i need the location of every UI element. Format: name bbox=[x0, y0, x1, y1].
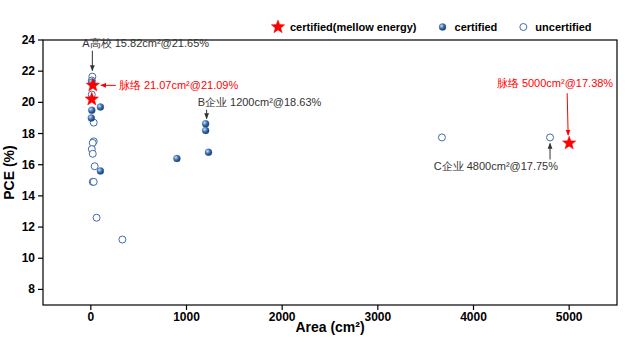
x-tick-label: 5000 bbox=[556, 310, 583, 324]
x-tick-label: 2000 bbox=[269, 310, 296, 324]
point bbox=[86, 78, 99, 91]
point bbox=[89, 150, 96, 157]
point bbox=[97, 167, 104, 174]
x-tick-label: 3000 bbox=[364, 310, 391, 324]
point bbox=[205, 149, 212, 156]
annotation-arrow bbox=[550, 143, 551, 159]
y-axis-label: PCE (%) bbox=[1, 145, 17, 199]
legend-marker bbox=[271, 20, 284, 33]
y-tick-label: 10 bbox=[22, 251, 36, 265]
point bbox=[97, 104, 104, 111]
point bbox=[438, 134, 445, 141]
annotation: 脉络 21.07cm²@21.09% bbox=[119, 79, 239, 91]
annotation: C企业 4800cm²@17.75% bbox=[434, 160, 558, 172]
point bbox=[563, 136, 576, 149]
point bbox=[547, 134, 554, 141]
point bbox=[119, 236, 126, 243]
y-tick-label: 16 bbox=[22, 158, 36, 172]
y-tick-label: 18 bbox=[22, 127, 36, 141]
point bbox=[89, 178, 96, 185]
y-tick bbox=[38, 289, 43, 290]
legend-label: uncertified bbox=[535, 21, 591, 33]
y-tick bbox=[38, 258, 43, 259]
y-tick bbox=[38, 226, 43, 227]
annotation-arrow bbox=[567, 93, 568, 135]
x-axis-label: Area (cm²) bbox=[295, 319, 364, 335]
point bbox=[88, 114, 95, 121]
x-tick-label: 1000 bbox=[173, 310, 200, 324]
annotation: B企业 1200cm²@18.63% bbox=[198, 96, 322, 108]
y-tick bbox=[38, 39, 43, 40]
y-tick bbox=[38, 71, 43, 72]
y-tick bbox=[38, 164, 43, 165]
point bbox=[202, 127, 209, 134]
chart: 0 1000 2000 3000 4000 5000 8 10 12 14 16 18 20 22 24 Ar… bbox=[0, 0, 640, 360]
legend-label: certified bbox=[455, 21, 498, 33]
point bbox=[90, 178, 97, 185]
point bbox=[202, 120, 209, 127]
annotation-arrow bbox=[206, 110, 207, 119]
y-tick bbox=[38, 133, 43, 134]
y-tick-label: 20 bbox=[22, 95, 36, 109]
x-tick-label: 0 bbox=[87, 310, 94, 324]
legend-marker bbox=[439, 24, 446, 31]
y-tick-label: 24 bbox=[22, 33, 36, 47]
y-tick-label: 22 bbox=[22, 64, 36, 78]
annotation-arrow bbox=[101, 85, 116, 86]
y-tick-label: 8 bbox=[28, 282, 35, 296]
y-tick bbox=[38, 195, 43, 196]
points bbox=[85, 73, 576, 243]
point bbox=[88, 107, 95, 114]
annotation-arrow bbox=[92, 51, 93, 71]
x-tick-label: 4000 bbox=[460, 310, 487, 324]
y-tick-label: 14 bbox=[22, 189, 36, 203]
point bbox=[91, 163, 98, 170]
point bbox=[173, 155, 180, 162]
point bbox=[85, 92, 98, 105]
annotation: A高校 15.82cm²@21.65% bbox=[82, 37, 209, 49]
y-tick bbox=[38, 102, 43, 103]
legend-marker bbox=[520, 24, 527, 31]
plot-frame bbox=[43, 40, 617, 305]
annotation: 脉络 5000cm²@17.38% bbox=[497, 77, 614, 89]
y-tick-label: 12 bbox=[22, 220, 36, 234]
point bbox=[93, 214, 100, 221]
legend-label: certified(mellow energy) bbox=[290, 21, 417, 33]
